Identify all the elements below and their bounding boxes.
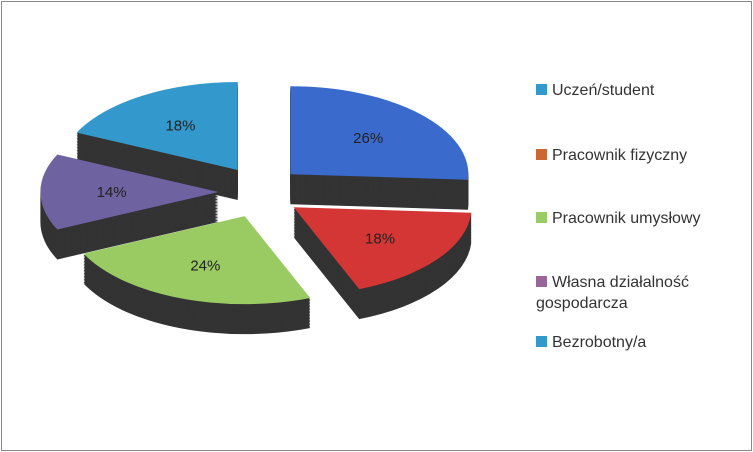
- data-label: 26%: [353, 130, 383, 147]
- pie-slice-top: [40, 154, 219, 230]
- legend-swatch: [536, 149, 547, 160]
- pie-slice-top: [76, 82, 238, 171]
- legend-label: Bezrobotny/a: [552, 334, 647, 351]
- legend-item: Pracownik umysłowy: [536, 208, 700, 229]
- legend-label: Pracownik fizyczny: [552, 147, 688, 164]
- legend-label: Własna działalność: [552, 274, 689, 291]
- legend-label: Pracownik umysłowy: [552, 210, 701, 227]
- pie-slice-top: [290, 86, 469, 180]
- legend-swatch: [536, 276, 547, 287]
- legend-swatch: [536, 212, 547, 223]
- legend-item: Własna działalność gospodarcza: [536, 272, 689, 314]
- pie-slice-1: [293, 207, 472, 320]
- data-label: 24%: [190, 257, 220, 274]
- pie-slice-top: [83, 216, 311, 305]
- legend-item: Pracownik fizyczny: [536, 145, 687, 166]
- pie-slice-0: [290, 86, 469, 210]
- legend-item: Bezrobotny/a: [536, 332, 646, 353]
- legend-swatch: [536, 84, 547, 95]
- legend-swatch: [536, 336, 547, 347]
- legend-label: gospodarcza: [536, 295, 628, 312]
- data-label: 18%: [165, 117, 195, 134]
- pie-slice-4: [76, 82, 238, 201]
- data-label: 18%: [365, 230, 395, 247]
- pie-slice-3: [40, 154, 219, 260]
- data-label: 14%: [97, 184, 127, 201]
- pie-slice-2: [83, 216, 311, 335]
- legend-item: Uczeń/student: [536, 80, 654, 101]
- legend-label: Uczeń/student: [552, 82, 655, 99]
- pie-slice-top: [293, 207, 472, 290]
